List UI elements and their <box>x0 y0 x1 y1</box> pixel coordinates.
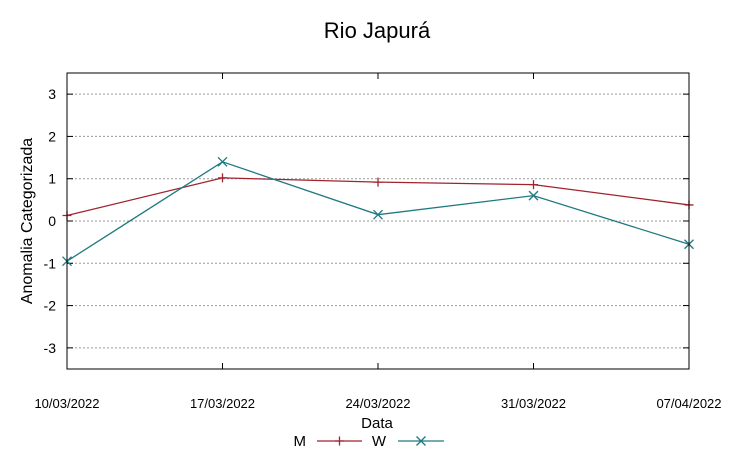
data-point-m <box>373 177 383 187</box>
grid-lines <box>66 73 690 369</box>
legend-marker-m <box>335 436 344 446</box>
legend-label-w: W <box>372 433 387 450</box>
x-tick-label: 17/03/2022 <box>190 396 255 411</box>
y-tick-label: 1 <box>48 171 56 187</box>
x-tick-label: 10/03/2022 <box>34 396 99 411</box>
legend-marker-w <box>416 436 426 446</box>
legend-label-m: M <box>294 433 307 450</box>
series-group <box>62 156 694 267</box>
x-tick-label: 31/03/2022 <box>501 396 566 411</box>
y-axis-label: Anomalia Categorizada <box>19 138 36 304</box>
x-axis-label: Data <box>361 415 393 432</box>
y-tick-labels: 3 2 1 0 -1 -2 -3 <box>44 86 57 356</box>
x-tick-label: 24/03/2022 <box>345 396 410 411</box>
x-tick-label: 07/04/2022 <box>656 396 721 411</box>
y-tick-label: -1 <box>44 255 57 271</box>
data-point-w <box>217 156 228 167</box>
y-tick-label: 0 <box>48 213 56 229</box>
x-tick-labels: 10/03/2022 17/03/2022 24/03/2022 31/03/2022… <box>34 396 721 411</box>
data-point-m <box>529 180 538 190</box>
chart-title: Rio Japurá <box>324 18 431 43</box>
y-tick-label: 2 <box>48 128 56 144</box>
plot-frame <box>66 72 690 370</box>
y-tick-label: -3 <box>44 340 57 356</box>
y-tick-label: -2 <box>44 298 57 314</box>
data-point-m <box>218 173 227 183</box>
data-point-w <box>528 190 539 201</box>
series-line-w <box>66 161 690 262</box>
y-tick-label: 3 <box>48 86 56 102</box>
data-point-w <box>373 209 383 220</box>
